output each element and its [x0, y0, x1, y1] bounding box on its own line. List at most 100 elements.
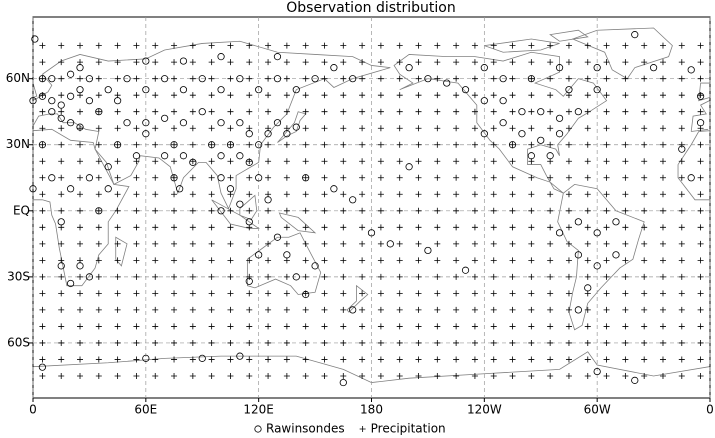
precipitation-marker [415, 42, 422, 49]
precipitation-marker [641, 323, 648, 330]
precipitation-marker [359, 290, 366, 297]
precipitation-marker [490, 273, 497, 280]
rawinsonde-marker [386, 240, 394, 248]
precipitation-marker [133, 92, 140, 99]
precipitation-marker [95, 75, 102, 82]
precipitation-marker [603, 323, 610, 330]
precipitation-marker [509, 59, 516, 66]
precipitation-marker [565, 174, 572, 181]
precipitation-marker [133, 323, 140, 330]
precipitation-marker [340, 141, 347, 148]
precipitation-marker [434, 306, 441, 313]
precipitation-marker [584, 356, 591, 363]
precipitation-marker [171, 108, 178, 115]
precipitation-marker [359, 306, 366, 313]
rawinsonde-marker [67, 92, 75, 100]
rawinsonde-marker [104, 185, 112, 193]
precipitation-marker [547, 224, 554, 231]
precipitation-marker [453, 141, 460, 148]
rawinsonde-marker [593, 367, 601, 376]
precipitation-marker [490, 108, 497, 115]
precipitation-marker [171, 224, 178, 231]
rawinsonde-marker [330, 64, 338, 72]
rawinsonde-marker [57, 262, 65, 270]
precipitation-marker [565, 59, 572, 66]
precipitation-marker [171, 92, 178, 99]
precipitation-marker [58, 339, 65, 346]
precipitation-marker [697, 125, 704, 132]
precipitation-marker [528, 42, 535, 49]
rawinsonde-marker [593, 64, 601, 72]
precipitation-marker [39, 75, 46, 82]
precipitation-marker [227, 273, 234, 280]
x-tick-label: 60E [134, 403, 157, 417]
precipitation-marker [528, 174, 535, 181]
precipitation-marker [377, 257, 384, 264]
eurasia [14, 41, 390, 208]
precipitation-marker [340, 240, 347, 247]
precipitation-marker [208, 125, 215, 132]
observations [29, 31, 705, 387]
rawinsonde-marker [76, 262, 84, 270]
precipitation-marker [678, 257, 685, 264]
precipitation-marker [114, 141, 121, 148]
rawinsonde-marker [217, 152, 225, 160]
precipitation-marker [415, 224, 422, 231]
precipitation-marker [659, 257, 666, 264]
precipitation-marker [359, 207, 366, 214]
precipitation-marker [622, 207, 629, 214]
precipitation-marker [528, 75, 535, 82]
rawinsonde-marker [132, 152, 141, 160]
precipitation-marker [58, 158, 65, 165]
precipitation-marker [283, 323, 290, 330]
precipitation-marker [95, 174, 102, 181]
precipitation-marker [133, 75, 140, 82]
precipitation-marker [189, 257, 196, 264]
precipitation-marker [678, 92, 685, 99]
precipitation-marker [321, 306, 328, 313]
precipitation-marker [641, 158, 648, 165]
precipitation-marker [283, 158, 290, 165]
precipitation-marker [171, 174, 178, 181]
precipitation-marker [415, 306, 422, 313]
rawinsonde-marker [574, 306, 582, 314]
rawinsonde-marker [273, 233, 282, 241]
precipitation-marker [77, 174, 84, 181]
precipitation-marker [697, 356, 704, 363]
precipitation-marker [509, 224, 516, 231]
precipitation-marker [547, 356, 554, 363]
precipitation-marker [189, 141, 196, 148]
precipitation-marker [114, 339, 121, 346]
precipitation-marker [697, 306, 704, 313]
precipitation-marker [359, 141, 366, 148]
precipitation-marker [415, 174, 422, 181]
rawinsonde-marker [631, 31, 639, 39]
precipitation-marker [659, 125, 666, 132]
precipitation-marker [377, 290, 384, 297]
west-hemisphere [394, 28, 715, 330]
precipitation-marker [565, 372, 572, 379]
precipitation-marker [678, 306, 685, 313]
precipitation-marker [227, 59, 234, 66]
precipitation-marker [528, 306, 535, 313]
precipitation-marker [453, 191, 460, 198]
rawinsonde-marker [555, 114, 564, 122]
rawinsonde-marker [179, 119, 188, 127]
precipitation-marker [641, 125, 648, 132]
y-tick-label: EQ [13, 203, 30, 217]
precipitation-marker [246, 191, 253, 198]
precipitation-marker [509, 323, 516, 330]
precipitation-marker [208, 290, 215, 297]
precipitation-marker [340, 290, 347, 297]
precipitation-marker [283, 108, 290, 115]
precipitation-marker [58, 42, 65, 49]
precipitation-marker [490, 356, 497, 363]
precipitation-marker [77, 257, 84, 264]
precipitation-marker [565, 141, 572, 148]
precipitation-marker [321, 290, 328, 297]
precipitation-marker [415, 356, 422, 363]
precipitation-marker [678, 356, 685, 363]
precipitation-marker [396, 75, 403, 82]
rawinsonde-marker [480, 130, 488, 138]
precipitation-marker [340, 224, 347, 231]
